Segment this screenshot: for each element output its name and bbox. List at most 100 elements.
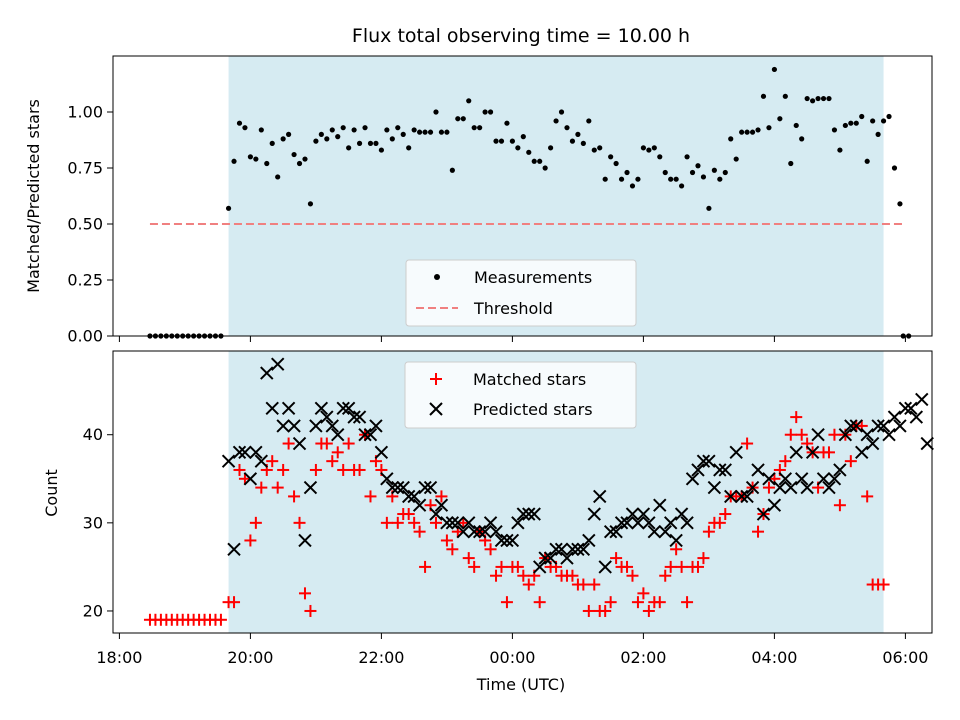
predicted-star-point-b — [680, 516, 694, 530]
predicted-star-point — [887, 410, 902, 424]
matched-star-point — [446, 543, 459, 556]
predicted-star-point-b — [904, 401, 918, 415]
predicted-star-point-b — [401, 489, 416, 504]
predicted-star-point — [865, 436, 880, 451]
predicted-star-point — [838, 428, 853, 442]
measurement-point — [613, 160, 619, 167]
measurement-point — [242, 125, 248, 131]
predicted-star-point-b — [816, 472, 831, 486]
measurement-point — [275, 174, 281, 180]
predicted-star-point — [232, 445, 247, 460]
measurement-point — [760, 93, 767, 99]
predicted-star-point — [385, 480, 400, 495]
measurement-point — [411, 127, 417, 133]
predicted-star-points — [221, 357, 934, 574]
predicted-star-point — [909, 410, 924, 424]
matched-star-point — [413, 525, 426, 538]
predicted-star-point — [532, 560, 547, 574]
matched-star-point — [752, 525, 765, 538]
predicted-star-point — [298, 533, 312, 548]
predicted-star-point-b — [576, 542, 591, 556]
predicted-star-point-b — [909, 410, 924, 424]
predicted-star-point-b — [462, 516, 476, 530]
predicted-star-point — [369, 419, 383, 433]
predicted-star-point-b — [849, 419, 863, 433]
predicted-star-point — [734, 489, 749, 504]
predicted-star-point — [445, 516, 460, 530]
measurement-point — [482, 109, 488, 115]
matched-star-point — [468, 560, 481, 573]
measurement-point — [739, 129, 745, 135]
predicted-star-point — [314, 401, 329, 415]
predicted-star-point — [751, 463, 765, 477]
matched-star-point — [429, 516, 442, 529]
matched-star-point — [380, 516, 393, 529]
bottom-y-tick-label: 20 — [83, 601, 103, 620]
predicted-star-point — [554, 542, 569, 556]
predicted-star-point — [713, 463, 727, 477]
matched-legend-marker — [430, 373, 442, 385]
measurement-point — [897, 201, 903, 207]
predicted-star-point-b — [620, 516, 634, 530]
matched-star-point — [288, 490, 301, 503]
predicted-star-point-b — [527, 507, 541, 521]
predicted-star-point — [265, 401, 279, 415]
predicted-star-point — [538, 551, 552, 565]
matched-star-point — [642, 604, 655, 617]
predicted-star-point — [620, 516, 634, 530]
x-tick-label: 02:00 — [620, 648, 666, 667]
matched-star-point — [255, 481, 268, 494]
predicted-star-point-b — [336, 401, 350, 415]
matched-star-point — [681, 596, 694, 609]
predicted-star-point — [276, 419, 290, 433]
predicted-star-point-b — [713, 463, 727, 477]
measurement-point — [788, 160, 794, 167]
predicted-star-point-b — [734, 489, 749, 504]
matched-star-point — [238, 472, 251, 485]
matched-star-point — [588, 578, 601, 591]
predicted-star-point — [462, 516, 476, 530]
predicted-star-point — [587, 507, 601, 521]
predicted-star-point — [549, 542, 563, 556]
measurement-point — [657, 154, 663, 160]
predicted-star-point-b — [603, 524, 618, 539]
matched-star-point — [391, 516, 404, 529]
measurement-point — [820, 95, 827, 102]
predicted-star-point — [745, 480, 760, 495]
matched-star-point — [511, 560, 524, 573]
matched-star-point — [533, 596, 546, 609]
predicted-star-point — [822, 480, 836, 495]
predicted-star-point — [849, 419, 863, 433]
measurement-point — [471, 125, 477, 131]
measurement-point — [689, 169, 696, 176]
measurement-point — [433, 109, 439, 115]
chart-title: Flux total observing time = 10.00 h — [352, 25, 690, 47]
predicted-star-point-b — [363, 428, 378, 442]
predicted-star-point-b — [243, 472, 258, 486]
predicted-star-point-b — [554, 542, 569, 556]
measurement-point — [618, 176, 625, 182]
matched-star-point — [462, 552, 475, 565]
measurement-point — [362, 125, 368, 131]
measurement-point — [231, 158, 237, 164]
predicted-star-point — [920, 436, 934, 451]
predicted-star-point — [576, 542, 591, 556]
predicted-star-point — [347, 410, 361, 424]
matched-star-point — [517, 569, 530, 582]
measurement-point — [815, 95, 821, 102]
measurement-point — [826, 95, 832, 102]
matched-star-point — [277, 463, 290, 476]
measurement-point — [455, 116, 461, 122]
predicted-star-point-b — [762, 472, 776, 486]
x-tick-label: 22:00 — [358, 648, 404, 667]
predicted-star-point — [871, 419, 885, 433]
predicted-star-point — [778, 472, 793, 486]
matched-legend-label: Matched stars — [473, 370, 586, 389]
matched-star-point — [631, 596, 644, 609]
predicted-star-point-b — [440, 516, 454, 530]
predicted-star-point — [358, 428, 372, 442]
measurement-point — [498, 138, 505, 144]
matched-star-point — [795, 428, 808, 441]
measurement-point — [804, 95, 810, 102]
predicted-star-point-b — [423, 480, 438, 495]
